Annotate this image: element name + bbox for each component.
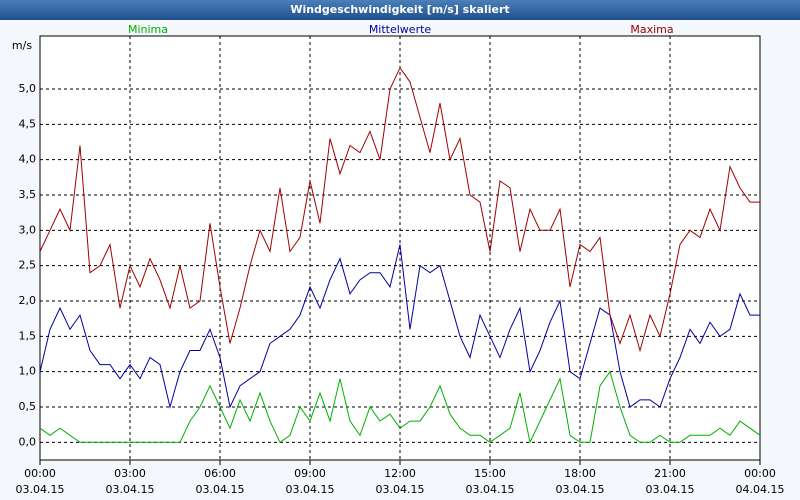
x-tick-date: 04.04.15 xyxy=(736,483,785,496)
y-tick-label: 3,0 xyxy=(19,223,37,236)
y-axis-label: m/s xyxy=(12,39,32,52)
y-tick-label: 1,5 xyxy=(19,329,37,342)
x-tick-label: 09:00 xyxy=(294,467,326,480)
x-tick-label: 12:00 xyxy=(384,467,416,480)
x-tick-date: 03.04.15 xyxy=(16,483,65,496)
y-tick-label: 2,5 xyxy=(19,259,37,272)
x-tick-date: 03.04.15 xyxy=(646,483,695,496)
legend-entry: Mittelwerte xyxy=(369,23,432,36)
y-tick-label: 3,5 xyxy=(19,188,37,201)
y-tick-label: 2,0 xyxy=(19,294,37,307)
series-line xyxy=(39,370,761,444)
series-line xyxy=(39,244,760,409)
y-tick-label: 5,0 xyxy=(19,82,37,95)
chart-title: Windgeschwindigkeit [m/s] skaliert xyxy=(290,3,509,16)
y-tick-label: 1,0 xyxy=(19,365,37,378)
title-bar xyxy=(0,0,800,20)
x-tick-date: 03.04.15 xyxy=(196,483,245,496)
x-tick-date: 03.04.15 xyxy=(106,483,155,496)
x-tick-label: 00:00 xyxy=(744,467,776,480)
x-tick-label: 00:00 xyxy=(24,467,56,480)
y-tick-label: 0,5 xyxy=(19,400,37,413)
y-tick-label: 4,0 xyxy=(19,153,37,166)
legend-entry: Minima xyxy=(128,23,168,36)
series-line xyxy=(39,66,760,353)
y-tick-label: 0,0 xyxy=(19,435,37,448)
legend-entry: Maxima xyxy=(630,23,673,36)
x-tick-label: 15:00 xyxy=(474,467,506,480)
x-tick-date: 03.04.15 xyxy=(376,483,425,496)
x-tick-date: 03.04.15 xyxy=(556,483,605,496)
x-tick-date: 03.04.15 xyxy=(466,483,515,496)
x-tick-date: 03.04.15 xyxy=(286,483,335,496)
x-tick-label: 21:00 xyxy=(654,467,686,480)
x-tick-label: 18:00 xyxy=(564,467,596,480)
y-tick-label: 4,5 xyxy=(19,117,37,130)
x-tick-label: 03:00 xyxy=(114,467,146,480)
x-tick-label: 06:00 xyxy=(204,467,236,480)
